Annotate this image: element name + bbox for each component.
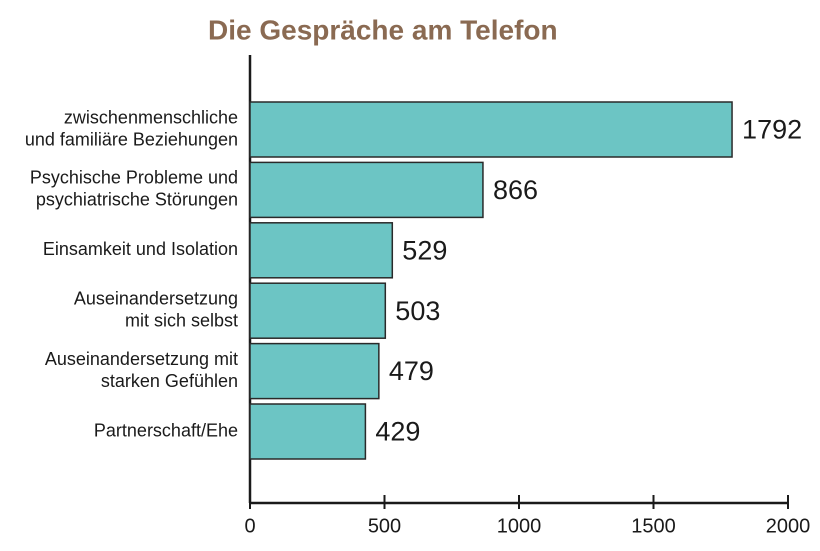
bar: [249, 403, 367, 460]
bar: [249, 282, 387, 339]
category-label: psychiatrische Störungen: [36, 190, 238, 210]
x-tick-label: 1000: [497, 515, 542, 537]
value-label: 866: [493, 175, 538, 205]
category-label: Auseinandersetzung: [74, 288, 238, 308]
x-tick-label: 500: [368, 515, 401, 537]
value-label: 479: [389, 356, 434, 386]
value-label: 429: [375, 417, 420, 447]
category-label: Partnerschaft/Ehe: [94, 420, 238, 440]
bar: [249, 342, 380, 400]
x-tick-label: 1500: [631, 515, 676, 537]
category-label: und familiäre Beziehungen: [25, 129, 238, 149]
bar: [249, 161, 484, 219]
category-label: Auseinandersetzung mit: [45, 349, 238, 369]
bar: [249, 222, 394, 279]
value-label: 503: [395, 296, 440, 326]
x-tick-label: 2000: [766, 515, 811, 537]
value-label: 1792: [742, 115, 802, 145]
category-label: zwischenmenschliche: [64, 107, 238, 127]
category-label: Psychische Probleme und: [30, 168, 238, 188]
category-label: mit sich selbst: [125, 310, 238, 330]
bar: [249, 101, 733, 158]
x-tick-label: 0: [244, 515, 255, 537]
value-label: 529: [402, 235, 447, 265]
chart-title: Die Gespräche am Telefon: [208, 14, 558, 45]
category-label: starken Gefühlen: [101, 371, 238, 391]
category-label: Einsamkeit und Isolation: [43, 239, 238, 259]
